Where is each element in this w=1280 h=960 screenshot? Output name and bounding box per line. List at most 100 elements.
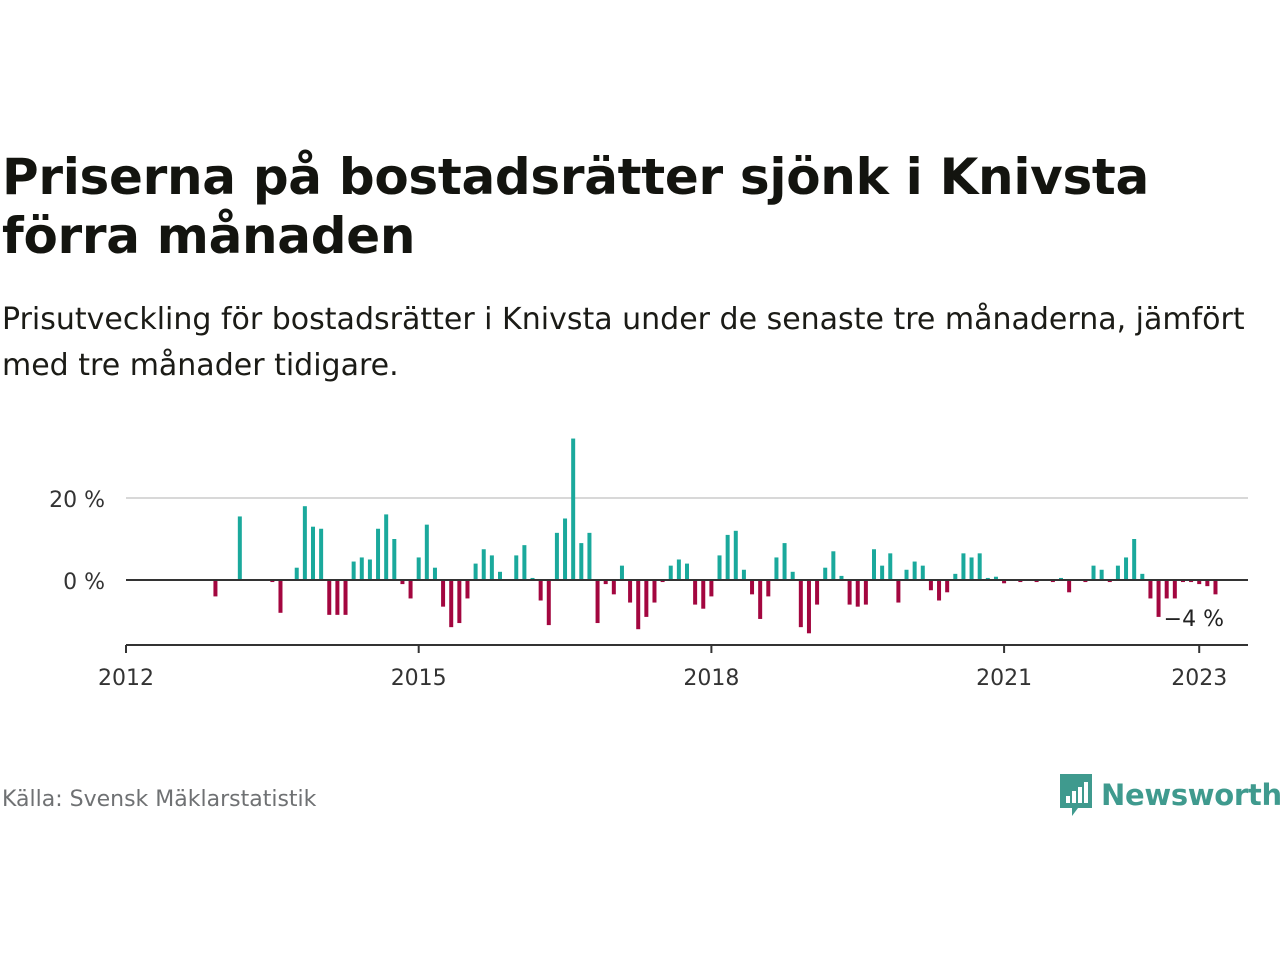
bar	[619, 565, 624, 580]
bar	[498, 571, 502, 580]
bar	[725, 534, 730, 580]
x-tick-label: 2012	[98, 666, 154, 691]
bar	[611, 580, 616, 595]
last-value-label: −4 %	[1164, 607, 1224, 632]
bar	[685, 563, 689, 580]
bar	[1067, 580, 1072, 593]
bar	[985, 577, 990, 580]
bar	[823, 567, 828, 580]
bar-chart: 0 % 20 % 2012 2015 2018 2021 2023 −4 %	[49, 438, 1248, 691]
newsworthy-logo: Newsworthy	[1058, 772, 1280, 818]
bar	[416, 557, 421, 580]
bar	[302, 506, 307, 580]
bar	[774, 557, 779, 580]
bar	[831, 551, 836, 580]
chart-title: Priserna på bostadsrätter sjönk i Knivst…	[2, 148, 1149, 265]
bar	[928, 580, 933, 591]
bar	[538, 580, 543, 601]
bar	[1205, 580, 1210, 587]
bar	[750, 580, 755, 595]
bar	[1156, 580, 1161, 617]
bar	[815, 580, 820, 605]
bar	[1059, 577, 1063, 580]
bar	[717, 555, 722, 580]
bar	[806, 580, 811, 634]
bar	[392, 539, 397, 580]
bar	[441, 580, 446, 607]
bar	[668, 565, 673, 580]
bar	[969, 557, 974, 580]
bar	[408, 580, 413, 599]
bar	[1180, 580, 1185, 583]
bar	[904, 569, 909, 580]
bar	[1197, 580, 1202, 585]
bar	[855, 580, 860, 607]
bar	[652, 580, 657, 603]
newsworthy-logo-icon	[1060, 774, 1092, 816]
bar	[1083, 580, 1088, 583]
x-tick-label: 2023	[1171, 666, 1227, 691]
bar	[1099, 569, 1104, 580]
bar	[1115, 565, 1120, 580]
bar	[741, 569, 746, 580]
bar	[798, 580, 803, 628]
bar	[432, 567, 437, 580]
x-tick-label: 2015	[391, 666, 447, 691]
bar	[603, 580, 608, 585]
bar	[628, 580, 633, 603]
bar	[514, 555, 519, 580]
bar	[863, 580, 868, 605]
bar	[270, 580, 275, 583]
bar	[522, 545, 527, 580]
bar	[376, 528, 381, 580]
bar	[481, 549, 486, 580]
bar	[400, 580, 405, 585]
bar	[237, 516, 242, 580]
bar	[351, 561, 356, 580]
bar	[384, 514, 389, 580]
bar	[693, 580, 698, 605]
bar	[790, 571, 795, 580]
bar	[1018, 580, 1023, 583]
bars	[213, 438, 1218, 634]
bar	[1107, 580, 1112, 583]
x-tick-label: 2018	[683, 666, 739, 691]
source-note: Källa: Svensk Mäklarstatistik	[2, 787, 317, 812]
bar	[701, 580, 706, 609]
bar	[1164, 580, 1169, 599]
bar	[1091, 565, 1096, 580]
bar	[880, 565, 885, 580]
bar	[457, 580, 462, 624]
bar	[953, 573, 958, 580]
bar	[937, 580, 942, 601]
bar	[758, 580, 763, 619]
bar	[278, 580, 283, 613]
bar	[213, 580, 218, 597]
bar	[546, 580, 551, 626]
bar	[1172, 580, 1177, 599]
bar	[920, 565, 925, 580]
bar	[912, 561, 917, 580]
y-tick-label: 0 %	[63, 570, 105, 595]
bar	[563, 518, 568, 580]
bar	[660, 580, 665, 583]
y-tick-label: 20 %	[49, 488, 105, 513]
bar	[1124, 557, 1129, 580]
bar	[896, 580, 901, 603]
bar	[888, 553, 893, 580]
bar	[839, 575, 844, 580]
bar	[1132, 539, 1137, 580]
bar	[424, 524, 429, 580]
bar	[449, 580, 454, 628]
bar	[636, 580, 641, 630]
bar	[595, 580, 600, 624]
axes: 0 % 20 % 2012 2015 2018 2021 2023 −4 %	[49, 488, 1248, 691]
bar	[294, 567, 299, 580]
bar	[872, 549, 876, 580]
bar	[343, 580, 348, 615]
bar	[1148, 580, 1153, 599]
bar	[311, 526, 315, 580]
bar	[733, 530, 738, 580]
bar	[1050, 580, 1055, 583]
brand-name: Newsworthy	[1101, 778, 1280, 812]
